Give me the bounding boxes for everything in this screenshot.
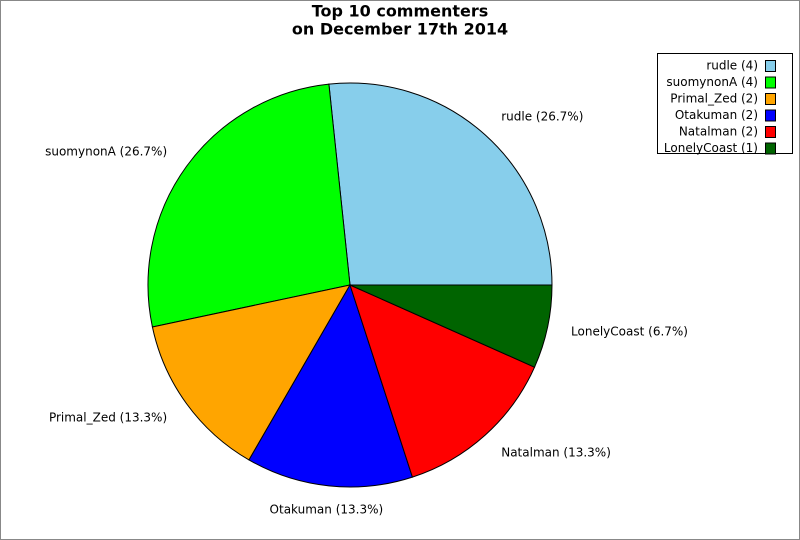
pie-slice	[349, 284, 553, 368]
legend-label: Otakuman (2)	[675, 108, 758, 122]
pie-slice	[349, 284, 536, 478]
legend-label: suomynonA (4)	[666, 75, 758, 89]
legend-label: LonelyCoast (1)	[664, 141, 758, 155]
chart-subtitle: on December 17th 2014	[292, 20, 508, 39]
pie-slice	[147, 83, 351, 328]
slice-label: Primal_Zed (13.3%)	[49, 410, 167, 424]
legend-label: Natalman (2)	[679, 125, 758, 139]
legend-swatch	[765, 126, 776, 138]
legend-label: rudle (4)	[706, 59, 758, 73]
legend-swatch	[765, 93, 776, 105]
legend-swatch	[765, 109, 776, 122]
slice-label: rudle (26.7%)	[501, 110, 583, 124]
legend-swatch	[765, 76, 776, 89]
pie-slice	[328, 82, 553, 286]
slice-label: Otakuman (13.3%)	[270, 502, 384, 516]
slice-label: Natalman (13.3%)	[501, 445, 611, 459]
slice-label: LonelyCoast (6.7%)	[571, 324, 688, 338]
legend-swatch	[765, 60, 776, 72]
slice-label: suomynonA (26.7%)	[45, 145, 167, 159]
legend-label: Primal_Zed (2)	[670, 92, 758, 106]
pie-slice	[151, 284, 351, 461]
chart-title: Top 10 commenters	[312, 2, 489, 21]
pie-slice	[248, 283, 414, 488]
legend-swatch	[765, 142, 776, 155]
